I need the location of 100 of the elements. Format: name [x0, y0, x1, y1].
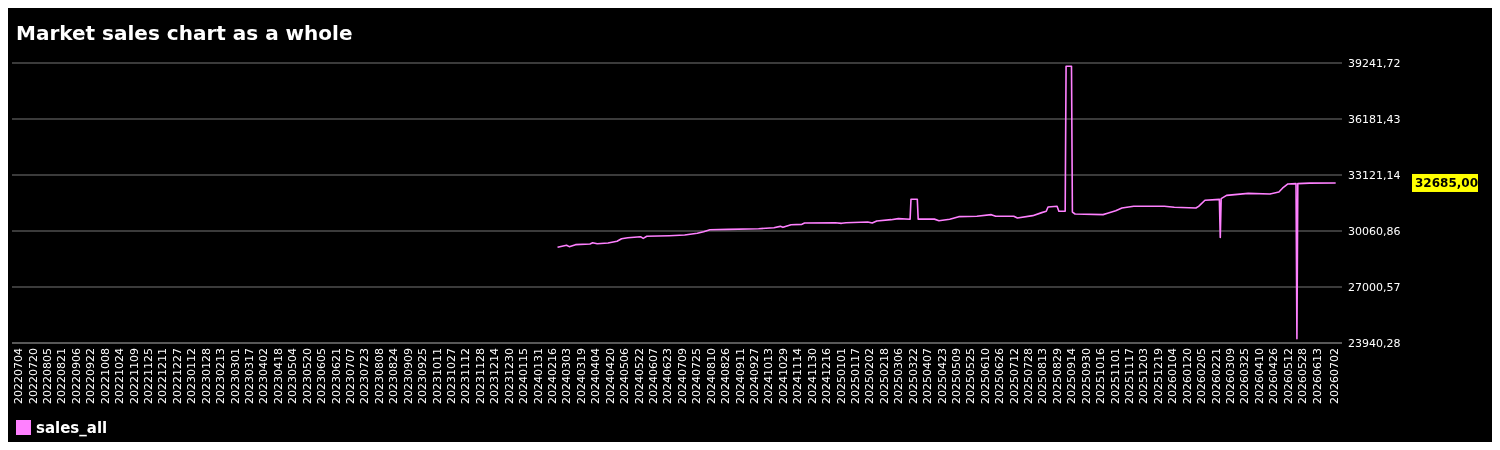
x-tick-label: 20240725 [690, 348, 704, 404]
x-tick-label: 20250202 [863, 348, 877, 404]
x-tick-label: 20230605 [315, 348, 329, 404]
x-tick-label: 20230824 [387, 348, 401, 404]
x-tick-label: 20221109 [127, 348, 141, 404]
x-tick-label: 20221227 [170, 348, 184, 404]
x-tick-label: 20241114 [791, 348, 805, 404]
x-tick-label: 20220821 [55, 348, 69, 404]
x-tick-label: 20230621 [329, 348, 343, 404]
x-tick-label: 20221211 [156, 348, 170, 404]
x-tick-label: 20260528 [1296, 348, 1310, 404]
x-tick-label: 20220805 [41, 348, 55, 404]
text: 32685,00 [1415, 176, 1479, 191]
x-tick-label: 20220704 [12, 348, 26, 404]
x-tick-label: 20230128 [199, 348, 213, 404]
x-tick-label: 20221024 [113, 348, 127, 404]
x-tick-label: 20260221 [1209, 348, 1223, 404]
x-tick-label: 20241029 [776, 348, 790, 404]
x-tick-label: 20250728 [1022, 348, 1036, 404]
x-tick-label: 20240404 [589, 348, 603, 404]
x-tick-label: 20221008 [98, 348, 112, 404]
x-tick-label: 20251203 [1137, 348, 1151, 404]
y-tick-label: 33121,14 [1348, 168, 1401, 182]
x-tick-label: 20240319 [574, 348, 588, 404]
x-tick-label: 20231128 [473, 348, 487, 404]
x-tick-label: 20240420 [603, 348, 617, 404]
x-tick-label: 20250117 [848, 348, 862, 404]
x-tick-label: 20251117 [1123, 348, 1137, 404]
y-tick-label: 30060,86 [1348, 224, 1401, 238]
x-tick-label: 20251016 [1094, 348, 1108, 404]
x-tick-label: 20241216 [820, 348, 834, 404]
x-tick-label: 20220720 [26, 348, 40, 404]
x-tick-label: 20250525 [964, 348, 978, 404]
x-tick-label: 20240115 [517, 348, 531, 404]
x-tick-label: 20231230 [502, 348, 516, 404]
x-tick-label: 20250626 [993, 348, 1007, 404]
x-tick-label: 20220906 [69, 348, 83, 404]
x-tick-label: 20251219 [1151, 348, 1165, 404]
x-tick-label: 20230707 [343, 348, 357, 404]
x-tick-label: 20250423 [935, 348, 949, 404]
x-tick-label: 20260426 [1267, 348, 1281, 404]
x-tick-label: 20250322 [906, 348, 920, 404]
x-tick-label: 20260702 [1327, 348, 1341, 404]
x-tick-label: 20260613 [1310, 348, 1324, 404]
x-tick-label: 20250813 [1036, 348, 1050, 404]
x-tick-label: 20250914 [1065, 348, 1079, 404]
x-tick-label: 20260512 [1281, 348, 1295, 404]
x-tick-label: 20260309 [1224, 348, 1238, 404]
x-tick-label: 20251101 [1108, 348, 1122, 404]
x-tick-label: 20231027 [444, 348, 458, 404]
x-tick-label: 20250306 [892, 348, 906, 404]
x-tick-label: 20260410 [1252, 348, 1266, 404]
x-tick-label: 20230112 [185, 348, 199, 404]
x-tick-label: 20250407 [921, 348, 935, 404]
chart-title: Market sales chart as a whole [16, 21, 353, 45]
x-tick-label: 20230925 [416, 348, 430, 404]
x-tick-label: 20240623 [661, 348, 675, 404]
y-tick-label: 27000,57 [1348, 280, 1401, 294]
x-tick-label: 20231112 [459, 348, 473, 404]
x-tick-label: 20250712 [1007, 348, 1021, 404]
x-tick-label: 20230909 [401, 348, 415, 404]
x-tick-label: 20250218 [877, 348, 891, 404]
x-tick-label: 20240303 [560, 348, 574, 404]
x-tick-label: 20250930 [1079, 348, 1093, 404]
x-tick-label: 20240810 [704, 348, 718, 404]
x-tick-label: 20230317 [243, 348, 256, 404]
x-tick-label: 20240522 [632, 348, 646, 404]
x-tick-label: 20230520 [300, 348, 314, 404]
x-tick-label: 20230723 [358, 348, 372, 404]
x-tick-label: 20250101 [834, 348, 848, 404]
x-tick-label: 20260104 [1166, 348, 1180, 404]
x-tick-label: 20230418 [271, 348, 285, 404]
x-tick-label: 20250509 [949, 348, 963, 404]
x-tick-label: 20260120 [1180, 348, 1194, 404]
x-tick-label: 20221125 [142, 348, 156, 404]
x-tick-label: 20240131 [531, 348, 545, 404]
y-tick-label: 39241,72 [1348, 56, 1401, 70]
legend-label: sales_all [36, 419, 108, 438]
x-tick-label: 20241130 [805, 348, 819, 404]
x-tick-label: 20260325 [1238, 348, 1252, 404]
x-tick-label: 20250610 [978, 348, 992, 404]
x-tick-label: 20231011 [430, 348, 444, 404]
x-tick-label: 20240506 [618, 348, 632, 404]
x-tick-label: 20240709 [675, 348, 689, 404]
x-tick-label: 20230301 [228, 348, 242, 404]
x-tick-label: 20230504 [286, 348, 300, 404]
x-tick-label: 20250829 [1050, 348, 1064, 404]
x-tick-label: 20240216 [545, 348, 559, 404]
x-tick-label: 20230213 [214, 348, 228, 404]
x-tick-label: 20231214 [488, 348, 502, 404]
x-tick-label: 20220922 [84, 348, 98, 404]
x-tick-label: 20260205 [1195, 348, 1209, 404]
x-tick-label: 20230402 [257, 348, 271, 404]
y-tick-label: 36181,43 [1348, 112, 1401, 126]
x-tick-label: 20240826 [719, 348, 733, 404]
y-tick-label: 23940,28 [1348, 336, 1401, 350]
x-tick-label: 20240927 [747, 348, 761, 404]
x-tick-label: 20240911 [733, 348, 747, 404]
x-tick-label: 20230808 [372, 348, 386, 404]
x-tick-label: 20240607 [646, 348, 660, 404]
